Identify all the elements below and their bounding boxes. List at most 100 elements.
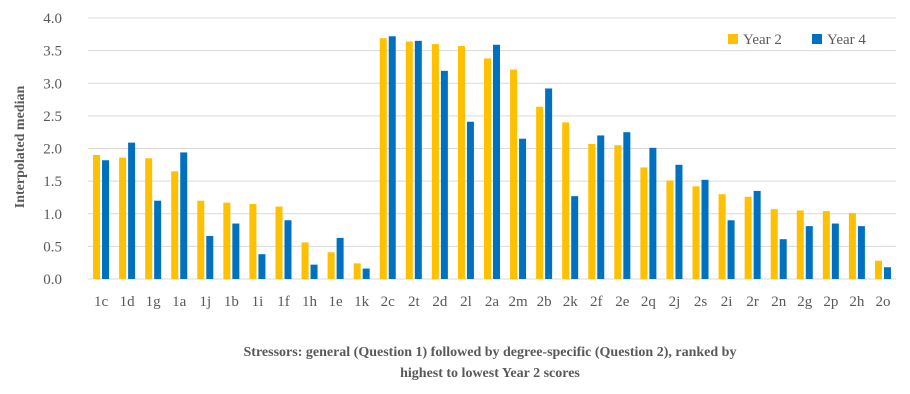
bar-year-4-2h (857, 226, 865, 279)
x-tick-label: 1i (252, 294, 264, 310)
bar-year-4-2m (519, 138, 527, 279)
bar-year-4-2o (883, 267, 891, 279)
bar-year-4-1e (336, 237, 344, 279)
bar-year-4-2g (805, 226, 813, 279)
bar-year-4-1k (362, 268, 370, 279)
y-tick-label: 1.0 (43, 207, 62, 223)
x-tick-label: 2j (669, 294, 681, 310)
bar-year-4-2e (623, 132, 631, 279)
x-tick-label: 1k (354, 294, 370, 310)
legend-label-year-2: Year 2 (743, 32, 782, 48)
bar-year-4-2j (675, 164, 683, 279)
legend-swatch-year-2 (728, 34, 738, 44)
x-axis-ticks: 1c 1d 1g 1a 1j 1b 1i 1f 1h 1e 1k 2c 2t 2d 2l 2a 2m 2b 2k 2f… (94, 294, 891, 310)
bar-year-4-2k (571, 196, 579, 279)
y-axis-ticks: 0.0 0.5 1.0 1.5 2.0 2.5 3.0 3.5 4.0 (43, 11, 62, 288)
bar-year-2-2j (666, 180, 674, 279)
bar-year-2-1b (223, 202, 231, 279)
bar-year-4-1c (102, 160, 110, 279)
x-tick-label: 2d (432, 294, 448, 310)
x-tick-label: 2g (797, 294, 813, 310)
bar-year-4-1a (180, 152, 188, 279)
bar-year-2-1c (93, 155, 101, 279)
bar-year-2-2a (484, 58, 491, 279)
bar-year-4-1j (206, 235, 214, 279)
x-tick-label: 2l (460, 294, 472, 310)
bar-year-4-2i (727, 220, 735, 279)
bar-year-4-1b (232, 223, 240, 279)
bar-year-2-2s (692, 186, 700, 279)
legend-label-year-4: Year 4 (827, 32, 866, 48)
x-tick-label: 2c (381, 294, 396, 310)
bar-year-2-1e (327, 252, 335, 279)
x-tick-label: 1d (120, 294, 136, 310)
x-tick-label: 2f (590, 294, 603, 310)
x-tick-label: 1c (94, 294, 109, 310)
x-tick-label: 2a (485, 294, 500, 310)
y-axis-title: Interpolated median (13, 86, 28, 209)
x-tick-label: 2e (615, 294, 630, 310)
bar-year-2-2h (848, 213, 856, 279)
x-axis-title-line-1: Stressors: general (Question 1) followed… (243, 345, 737, 360)
bar-year-2-2d (431, 44, 439, 279)
bar-year-2-2q (640, 167, 648, 279)
bar-year-4-2r (753, 190, 761, 279)
bar-year-2-1i (249, 203, 257, 279)
bar-year-4-1f (284, 220, 292, 279)
x-tick-label: 2h (849, 294, 865, 310)
x-tick-label: 2b (537, 294, 552, 310)
x-axis-title-line-2: highest to lowest Year 2 scores (400, 366, 580, 381)
bar-year-2-2c (379, 38, 387, 279)
bar-year-2-1j (197, 200, 205, 279)
y-tick-label: 1.5 (43, 174, 62, 190)
bar-year-2-1d (119, 157, 127, 279)
y-tick-label: 3.0 (43, 76, 62, 92)
bar-year-4-2q (649, 147, 657, 279)
y-tick-label: 4.0 (43, 11, 62, 27)
y-tick-label: 3.5 (43, 44, 62, 60)
bars (93, 36, 891, 280)
bar-year-2-2p (822, 211, 830, 279)
x-tick-label: 2i (721, 294, 733, 310)
x-tick-label: 1f (277, 294, 290, 310)
bar-year-2-2b (536, 106, 544, 280)
y-tick-label: 2.5 (43, 109, 62, 125)
bar-year-4-2t (414, 40, 422, 280)
bar-year-2-2i (718, 194, 726, 279)
x-tick-label: 2m (508, 294, 528, 310)
x-tick-label: 1h (302, 294, 318, 310)
bar-year-2-2o (874, 260, 882, 279)
bar-year-4-2c (388, 36, 396, 279)
bar-year-2-1g (145, 158, 153, 279)
bar-year-4-1g (154, 200, 162, 279)
x-tick-label: 1g (146, 294, 162, 310)
x-tick-label: 2t (408, 294, 421, 310)
x-axis-title: Stressors: general (Question 1) followed… (120, 342, 860, 384)
bar-year-2-2t (405, 41, 413, 279)
bar-year-2-2g (796, 210, 804, 279)
bar-year-2-1f (275, 206, 283, 279)
bar-year-2-2e (614, 145, 622, 279)
bar-year-4-2s (701, 179, 709, 279)
x-tick-label: 1j (199, 294, 211, 310)
x-tick-label: 1a (172, 294, 187, 310)
bar-year-4-2a (493, 44, 500, 279)
bar-year-4-1d (128, 142, 136, 279)
bar-year-2-2n (770, 209, 778, 279)
x-tick-label: 1b (224, 294, 239, 310)
bar-year-2-2m (510, 69, 518, 279)
bar-year-4-2p (831, 223, 839, 279)
x-tick-label: 2p (823, 294, 838, 310)
y-tick-label: 0.0 (43, 272, 62, 288)
bar-year-2-1k (353, 263, 361, 279)
bar-year-2-2k (562, 122, 570, 280)
x-tick-label: 2k (563, 294, 579, 310)
gridlines (88, 17, 896, 280)
bar-year-2-2l (457, 46, 465, 280)
y-tick-label: 2.0 (43, 142, 62, 158)
bar-year-4-1h (310, 264, 318, 279)
x-tick-label: 1e (329, 294, 344, 310)
x-tick-label: 2o (875, 294, 890, 310)
bar-year-2-2r (744, 196, 752, 279)
